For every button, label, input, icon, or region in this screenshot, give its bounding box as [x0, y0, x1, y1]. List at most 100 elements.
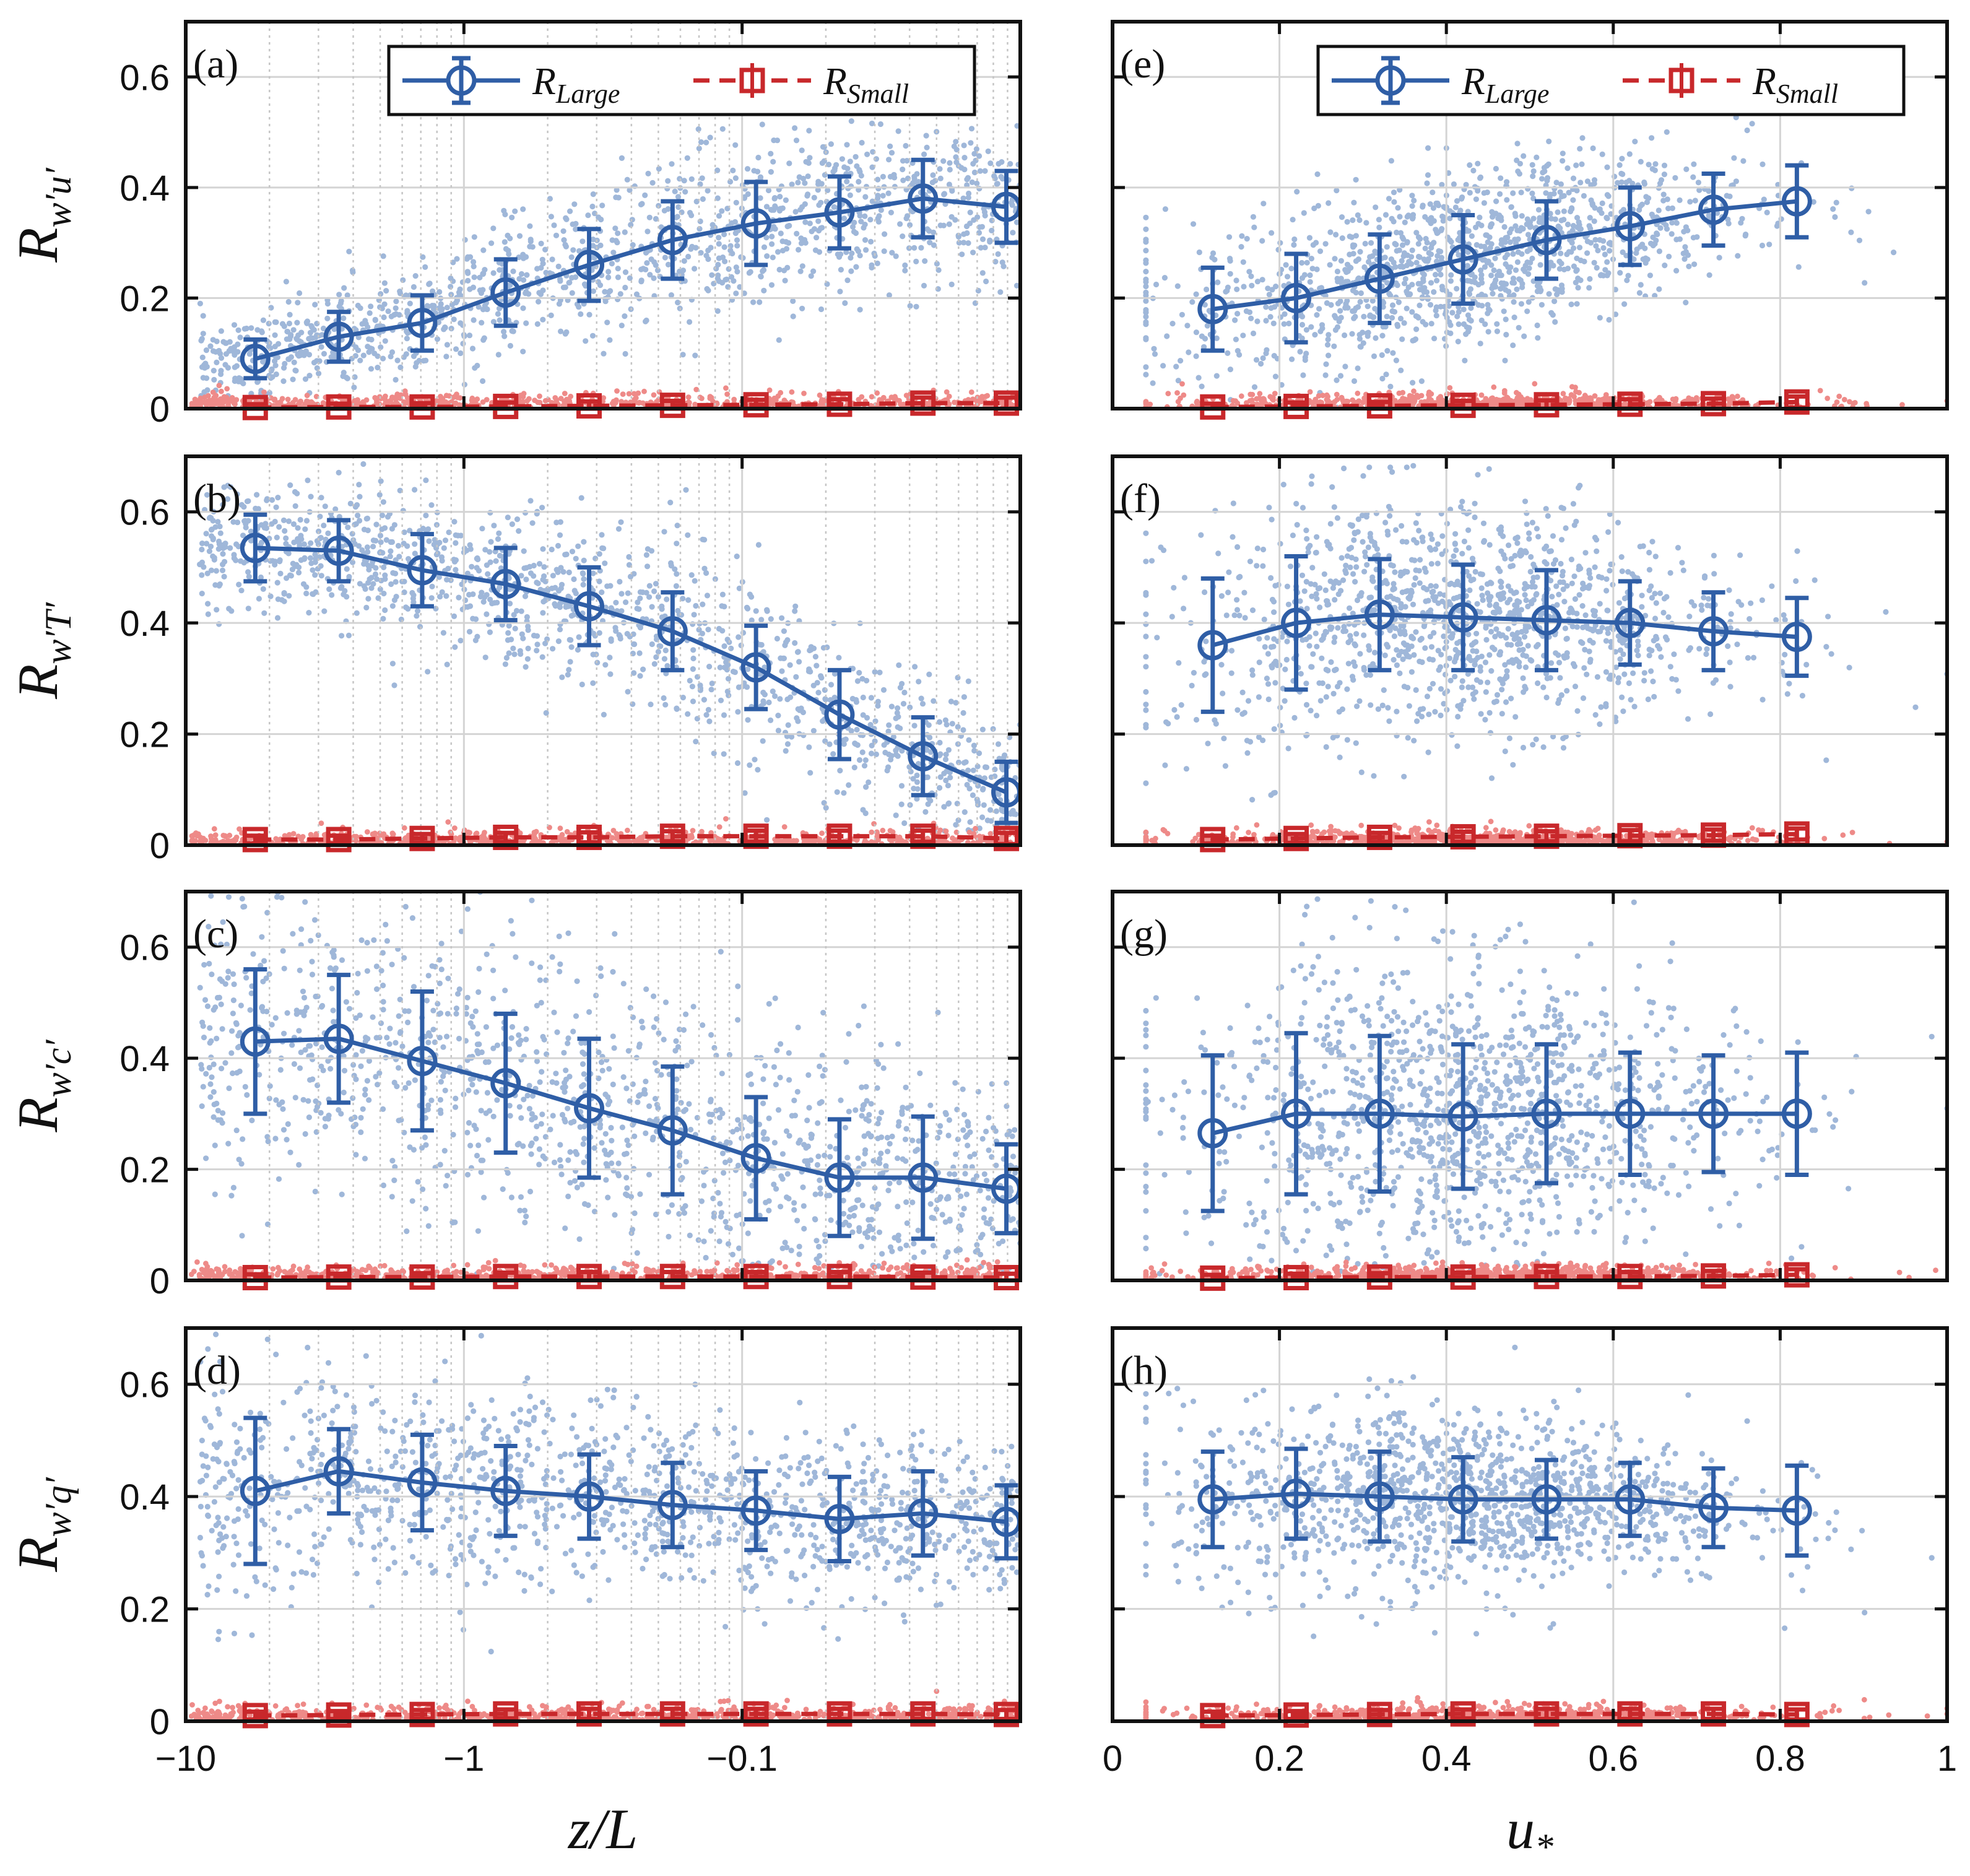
large-scatter-point: [580, 571, 586, 577]
large-scatter-point: [471, 317, 477, 323]
large-scatter-point: [581, 557, 587, 563]
small-scatter-point: [222, 833, 228, 839]
large-scatter-point: [484, 611, 490, 617]
small-scatter-point: [290, 831, 297, 836]
small-scatter-point: [716, 824, 722, 830]
large-scatter-point: [536, 298, 542, 305]
large-scatter-point: [866, 1131, 872, 1137]
large-scatter-point: [311, 917, 318, 923]
large-scatter-point: [674, 541, 680, 547]
large-scatter-point: [618, 591, 625, 597]
large-scatter-point: [692, 352, 698, 358]
large-scatter-point: [643, 552, 649, 558]
large-scatter-point: [581, 1123, 588, 1130]
large-scatter-point: [409, 589, 415, 596]
large-scatter-point: [497, 267, 503, 273]
large-scatter-point: [815, 690, 822, 696]
large-scatter-point: [272, 362, 279, 368]
large-scatter-point: [696, 145, 702, 152]
large-scatter-point: [378, 1020, 384, 1027]
large-scatter-point: [997, 289, 1004, 295]
large-scatter-point: [806, 128, 812, 134]
large-scatter-point: [230, 971, 236, 977]
large-scatter-point: [557, 627, 563, 633]
large-scatter-point: [263, 525, 269, 531]
large-scatter-point: [863, 247, 869, 253]
large-scatter-point: [943, 777, 949, 784]
large-scatter-point: [261, 610, 267, 616]
large-scatter-point: [631, 670, 637, 676]
large-scatter-point: [615, 1173, 622, 1179]
large-scatter-point: [690, 655, 696, 662]
large-scatter-point: [711, 1178, 718, 1184]
large-scatter-point: [705, 287, 711, 293]
large-scatter-point: [983, 1128, 989, 1135]
large-scatter-point: [243, 975, 250, 981]
small-scatter-point: [869, 394, 875, 400]
large-scatter-point: [355, 512, 361, 519]
large-scatter-point: [209, 533, 215, 539]
large-scatter-point: [464, 256, 470, 262]
large-scatter-point: [996, 160, 1002, 167]
large-scatter-point: [555, 638, 562, 645]
large-scatter-point: [719, 591, 726, 597]
large-scatter-point: [289, 1042, 295, 1048]
large-scatter-point: [509, 521, 516, 528]
large-scatter-point: [527, 498, 534, 504]
small-scatter-point: [375, 836, 381, 842]
large-scatter-point: [653, 1211, 659, 1218]
large-scatter-point: [654, 1067, 661, 1074]
large-scatter-point: [565, 930, 571, 936]
large-scatter-point: [869, 120, 875, 126]
large-scatter-point: [651, 993, 657, 999]
large-scatter-point: [382, 525, 388, 531]
small-scatter-point: [296, 401, 302, 407]
large-scatter-point: [357, 493, 363, 500]
large-scatter-point: [947, 1216, 953, 1223]
large-scatter-point: [430, 306, 437, 312]
large-scatter-point: [748, 1118, 755, 1124]
large-scatter-point: [709, 272, 715, 278]
large-scatter-point: [491, 523, 497, 529]
large-scatter-point: [550, 646, 556, 652]
large-scatter-point: [819, 160, 825, 166]
large-scatter-point: [872, 669, 878, 675]
large-scatter-point: [758, 617, 765, 623]
large-scatter-point: [887, 1244, 894, 1250]
large-scatter-point: [975, 783, 981, 789]
large-scatter-point: [479, 589, 485, 596]
large-scatter-point: [523, 576, 529, 583]
large-scatter-point: [518, 608, 524, 614]
large-scatter-point: [977, 168, 983, 174]
large-scatter-point: [283, 279, 289, 285]
large-scatter-point: [390, 570, 396, 576]
large-scatter-point: [805, 160, 812, 166]
large-scatter-point: [791, 1097, 797, 1103]
small-scatter-point: [973, 825, 978, 832]
small-scatter-point: [880, 827, 886, 833]
large-scatter-point: [291, 1061, 297, 1067]
large-scatter-point: [566, 636, 573, 643]
large-scatter-point: [380, 355, 386, 362]
large-scatter-point: [547, 1126, 553, 1132]
large-scatter-point: [507, 342, 514, 349]
large-scatter-point: [204, 570, 210, 576]
large-scatter-point: [445, 1173, 451, 1179]
large-scatter-point: [667, 500, 674, 506]
large-scatter-point: [691, 612, 697, 618]
small-scatter-point: [790, 399, 796, 406]
large-scatter-point: [987, 238, 993, 245]
large-scatter-point: [542, 640, 549, 646]
small-scatter-point: [874, 390, 880, 396]
large-scatter-point: [380, 999, 386, 1005]
large-scatter-point: [849, 1229, 856, 1235]
large-scatter-point: [585, 212, 591, 219]
large-scatter-point: [310, 567, 316, 573]
small-scatter-point: [801, 391, 807, 396]
large-scatter-point: [651, 259, 657, 265]
large-scatter-point: [526, 1082, 532, 1089]
large-scatter-point: [735, 709, 741, 715]
large-scatter-point: [256, 1072, 263, 1078]
large-scatter-point: [761, 287, 767, 293]
large-scatter-point: [953, 147, 960, 153]
